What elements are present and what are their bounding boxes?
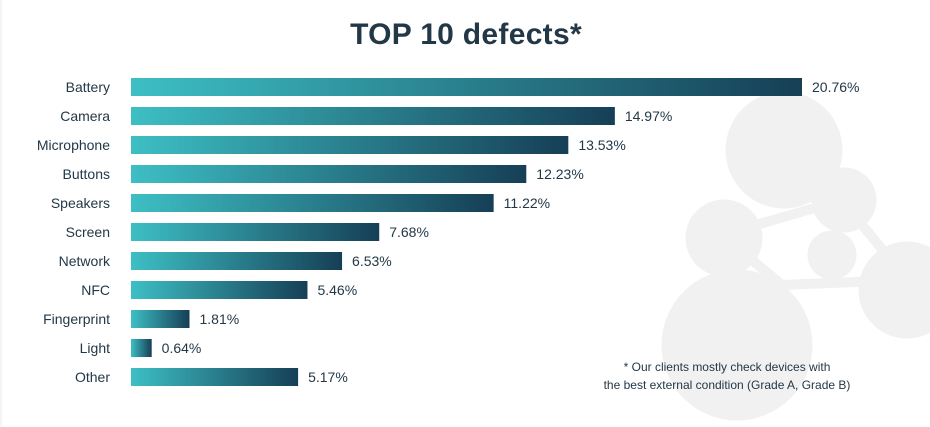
value-label: 0.64% [162,340,202,356]
bar-battery [131,78,802,96]
bar-nfc [131,281,308,299]
category-label: Battery [66,79,110,95]
bar-microphone [131,136,569,154]
bar-network [131,252,343,270]
category-label: Speakers [51,195,110,211]
value-label: 13.53% [578,137,625,153]
category-label: Other [75,369,110,385]
value-label: 11.22% [504,195,550,211]
value-label: 1.81% [200,311,240,327]
category-label: Screen [66,224,110,240]
category-label: Light [80,340,110,356]
chart-title: TOP 10 defects* [350,18,582,51]
bar-light [131,339,152,357]
category-label: Camera [60,108,110,124]
category-label: Microphone [37,137,110,153]
value-label: 5.46% [317,282,357,298]
bar-screen [131,223,380,241]
value-label: 20.76% [812,79,859,95]
value-label: 6.53% [352,253,392,269]
footnote: * Our clients mostly check devices with … [562,358,892,394]
bar-fingerprint [131,310,190,328]
value-label: 5.17% [308,369,348,385]
category-label: Network [59,253,111,269]
category-label: Buttons [63,166,110,182]
bar-buttons [131,165,527,183]
value-label: 7.68% [389,224,429,240]
category-label: Fingerprint [43,311,110,327]
category-label: NFC [81,282,110,298]
footnote-line-2: the best external condition (Grade A, Gr… [603,378,851,392]
bar-camera [131,107,615,125]
value-label: 12.23% [536,166,583,182]
bar-other [131,368,299,386]
value-label: 14.97% [625,108,672,124]
bar-speakers [131,194,494,212]
footnote-line-1: * Our clients mostly check devices with [623,360,831,374]
